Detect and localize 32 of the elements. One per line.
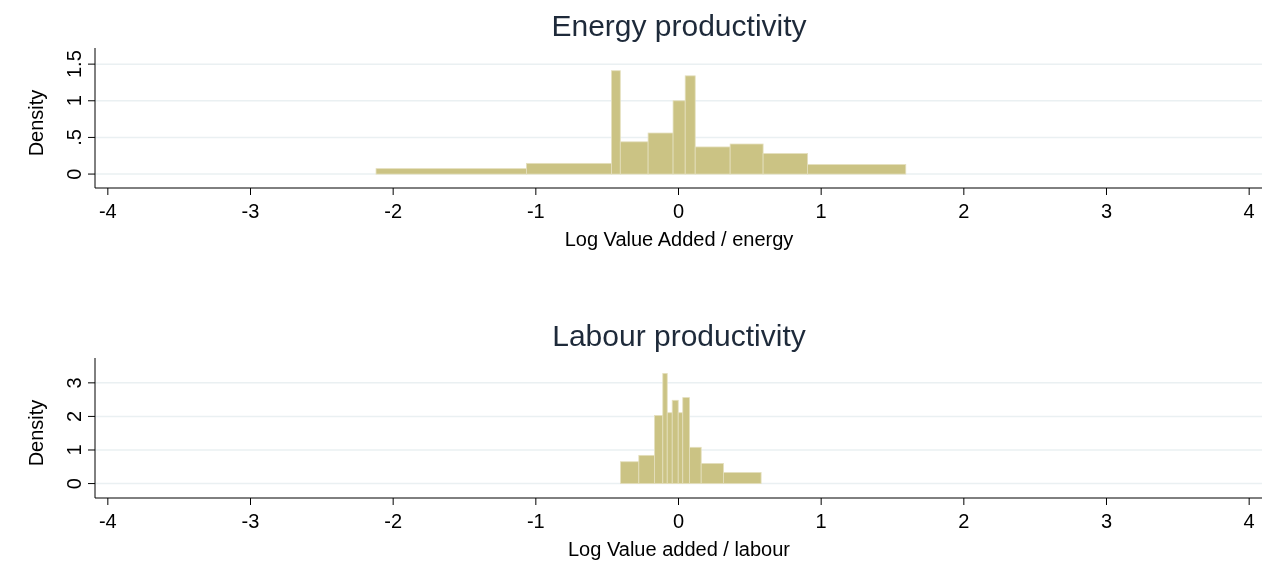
x-tick-label: 0 [672,200,685,222]
x-tick-label: -3 [241,200,260,222]
x-tick-label: -1 [526,200,545,222]
x-tick-label: 2 [958,200,970,222]
x-tick-label: -3 [241,510,260,532]
y-tick-label: 0 [63,168,85,180]
x-tick-label: 0 [672,510,685,532]
x-tick-label: -4 [98,200,117,222]
y-tick-label: 2 [63,410,85,422]
y-tick-label: 3 [63,377,85,389]
y-axis-title: Density [25,89,47,157]
y-tick-label: 1.5 [63,50,85,79]
y-tick-label: 0 [63,478,85,490]
x-tick-label: -4 [98,510,117,532]
chart-title: Labour productivity [552,319,806,352]
x-axis-title: Log Value added / labour [567,538,791,560]
y-tick-label: .5 [63,129,85,146]
x-tick-label: 1 [815,200,827,222]
chart-title: Energy productivity [551,9,807,42]
y-tick-label: 1 [63,95,85,107]
x-tick-label: 4 [1243,510,1255,532]
x-tick-label: 4 [1243,200,1255,222]
x-tick-label: -1 [526,510,545,532]
x-tick-label: 2 [958,510,970,532]
x-axis-title: Log Value Added / energy [564,228,794,250]
x-tick-label: 1 [815,510,827,532]
x-tick-label: -2 [384,200,403,222]
x-tick-label: 3 [1100,200,1113,222]
x-tick-label: -2 [384,510,403,532]
y-tick-label: 1 [63,444,85,456]
x-tick-label: 3 [1100,510,1113,532]
y-axis-title: Density [25,399,47,467]
